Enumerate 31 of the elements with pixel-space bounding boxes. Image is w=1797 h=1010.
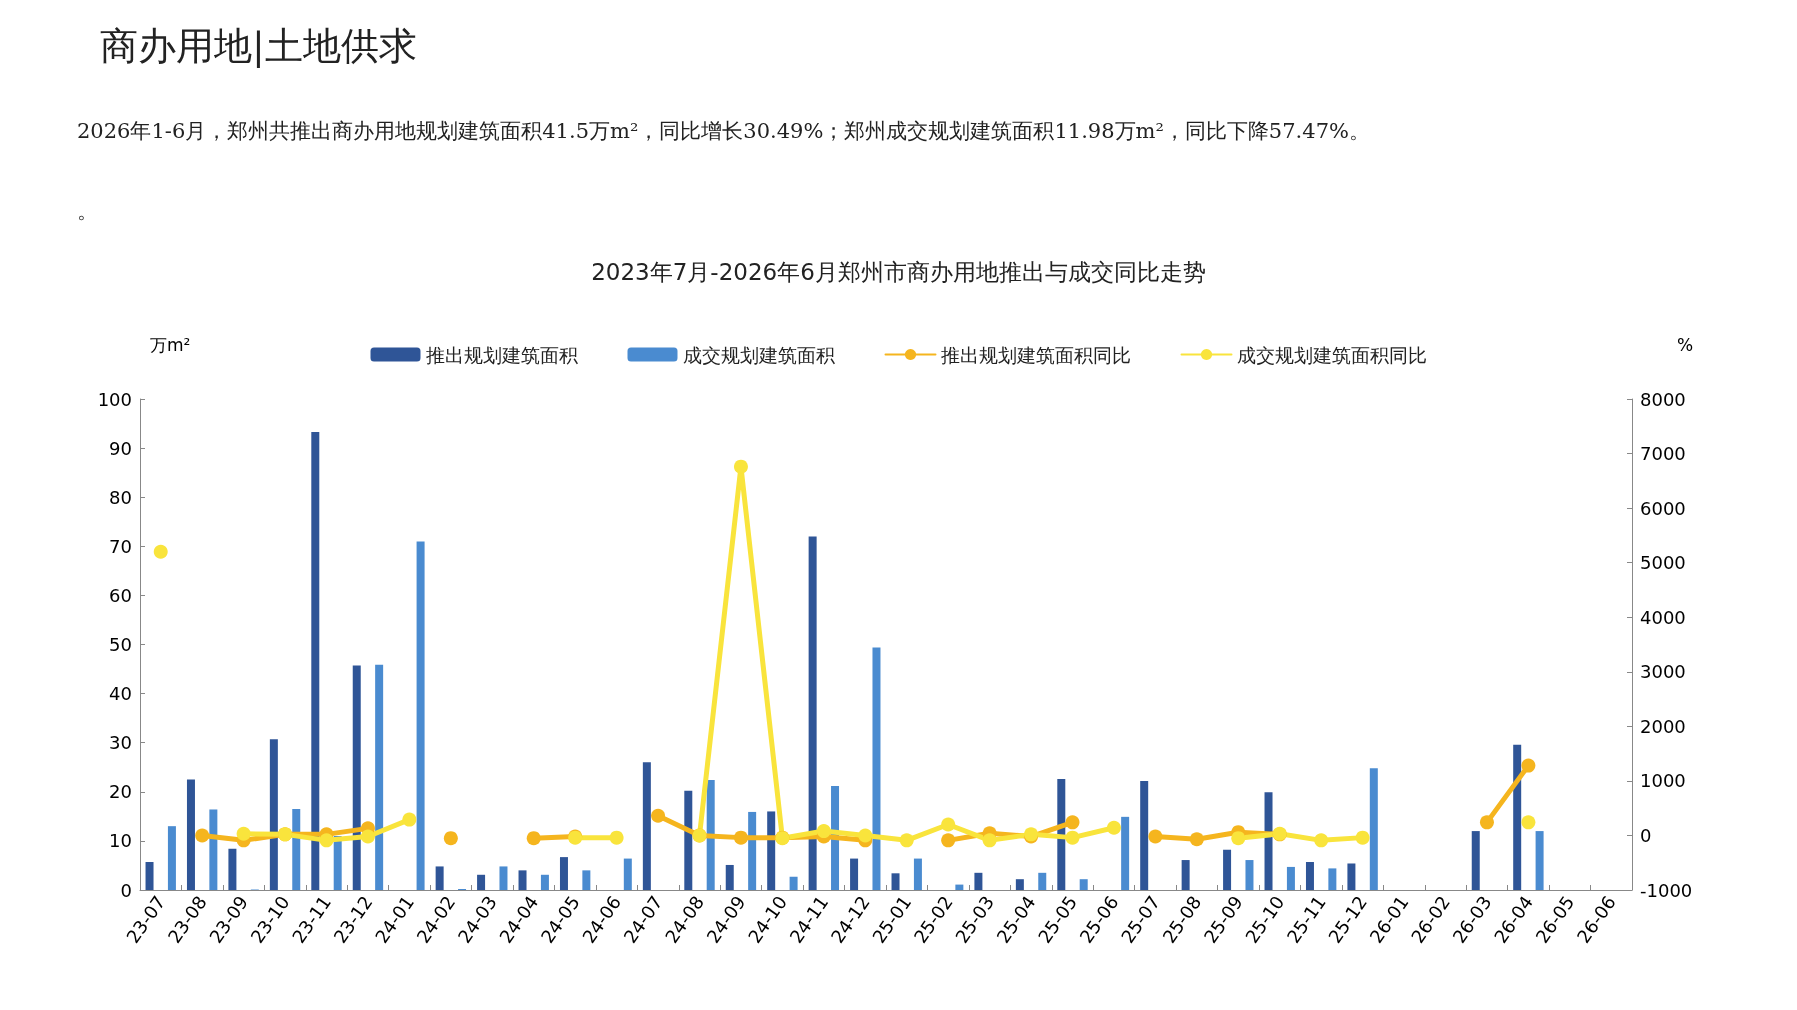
legend-label: 成交规划建筑面积 [682, 343, 835, 366]
chart-title: 2023年7月-2026年6月郑州市商办用地推出与成交同比走势 [591, 258, 1206, 285]
y-tick-label: 0 [120, 879, 132, 901]
y2-tick-label: 7000 [1640, 443, 1686, 465]
legend-label: 成交规划建筑面积同比 [1236, 343, 1427, 366]
y2-tick-label: 3000 [1640, 661, 1686, 683]
legend-label: 推出规划建筑面积同比 [940, 343, 1131, 366]
y2-tick-label: 8000 [1640, 388, 1686, 410]
y2-tick-label: -1000 [1640, 879, 1693, 901]
y-tick-label: 10 [109, 830, 132, 852]
y-tick-label: 90 [109, 437, 132, 459]
text: 2026年1-6月，郑州共推出商办用地规划建筑面积41.5万m²，同比增长30.49%；郑州成交规划建筑面积11.98万m²，同比下降57.47%。 [77, 118, 1370, 143]
legend-label: 推出规划建筑面积 [425, 343, 578, 366]
y2-tick-label: 4000 [1640, 606, 1686, 628]
y-tick-label: 70 [109, 535, 132, 557]
y2-tick-label: 1000 [1640, 770, 1686, 792]
text: 。 [77, 198, 98, 223]
y2-tick-label: 2000 [1640, 715, 1686, 737]
y-tick-label: 30 [109, 732, 132, 754]
y-axis-title: 万m² [150, 334, 191, 355]
y-tick-label: 50 [109, 634, 132, 655]
y-tick-label: 40 [109, 683, 132, 705]
y2-axis-title: % [1677, 334, 1694, 355]
y-tick-label: 80 [109, 486, 132, 508]
y-tick-label: 100 [97, 388, 132, 410]
y-tick-label: 60 [109, 584, 132, 606]
y2-tick-label: 6000 [1640, 497, 1686, 519]
y-tick-label: 20 [109, 781, 132, 803]
y2-tick-label: 5000 [1640, 552, 1686, 574]
y2-tick-label: 0 [1640, 824, 1652, 846]
text: 商办用地|土地供求 [100, 24, 417, 68]
